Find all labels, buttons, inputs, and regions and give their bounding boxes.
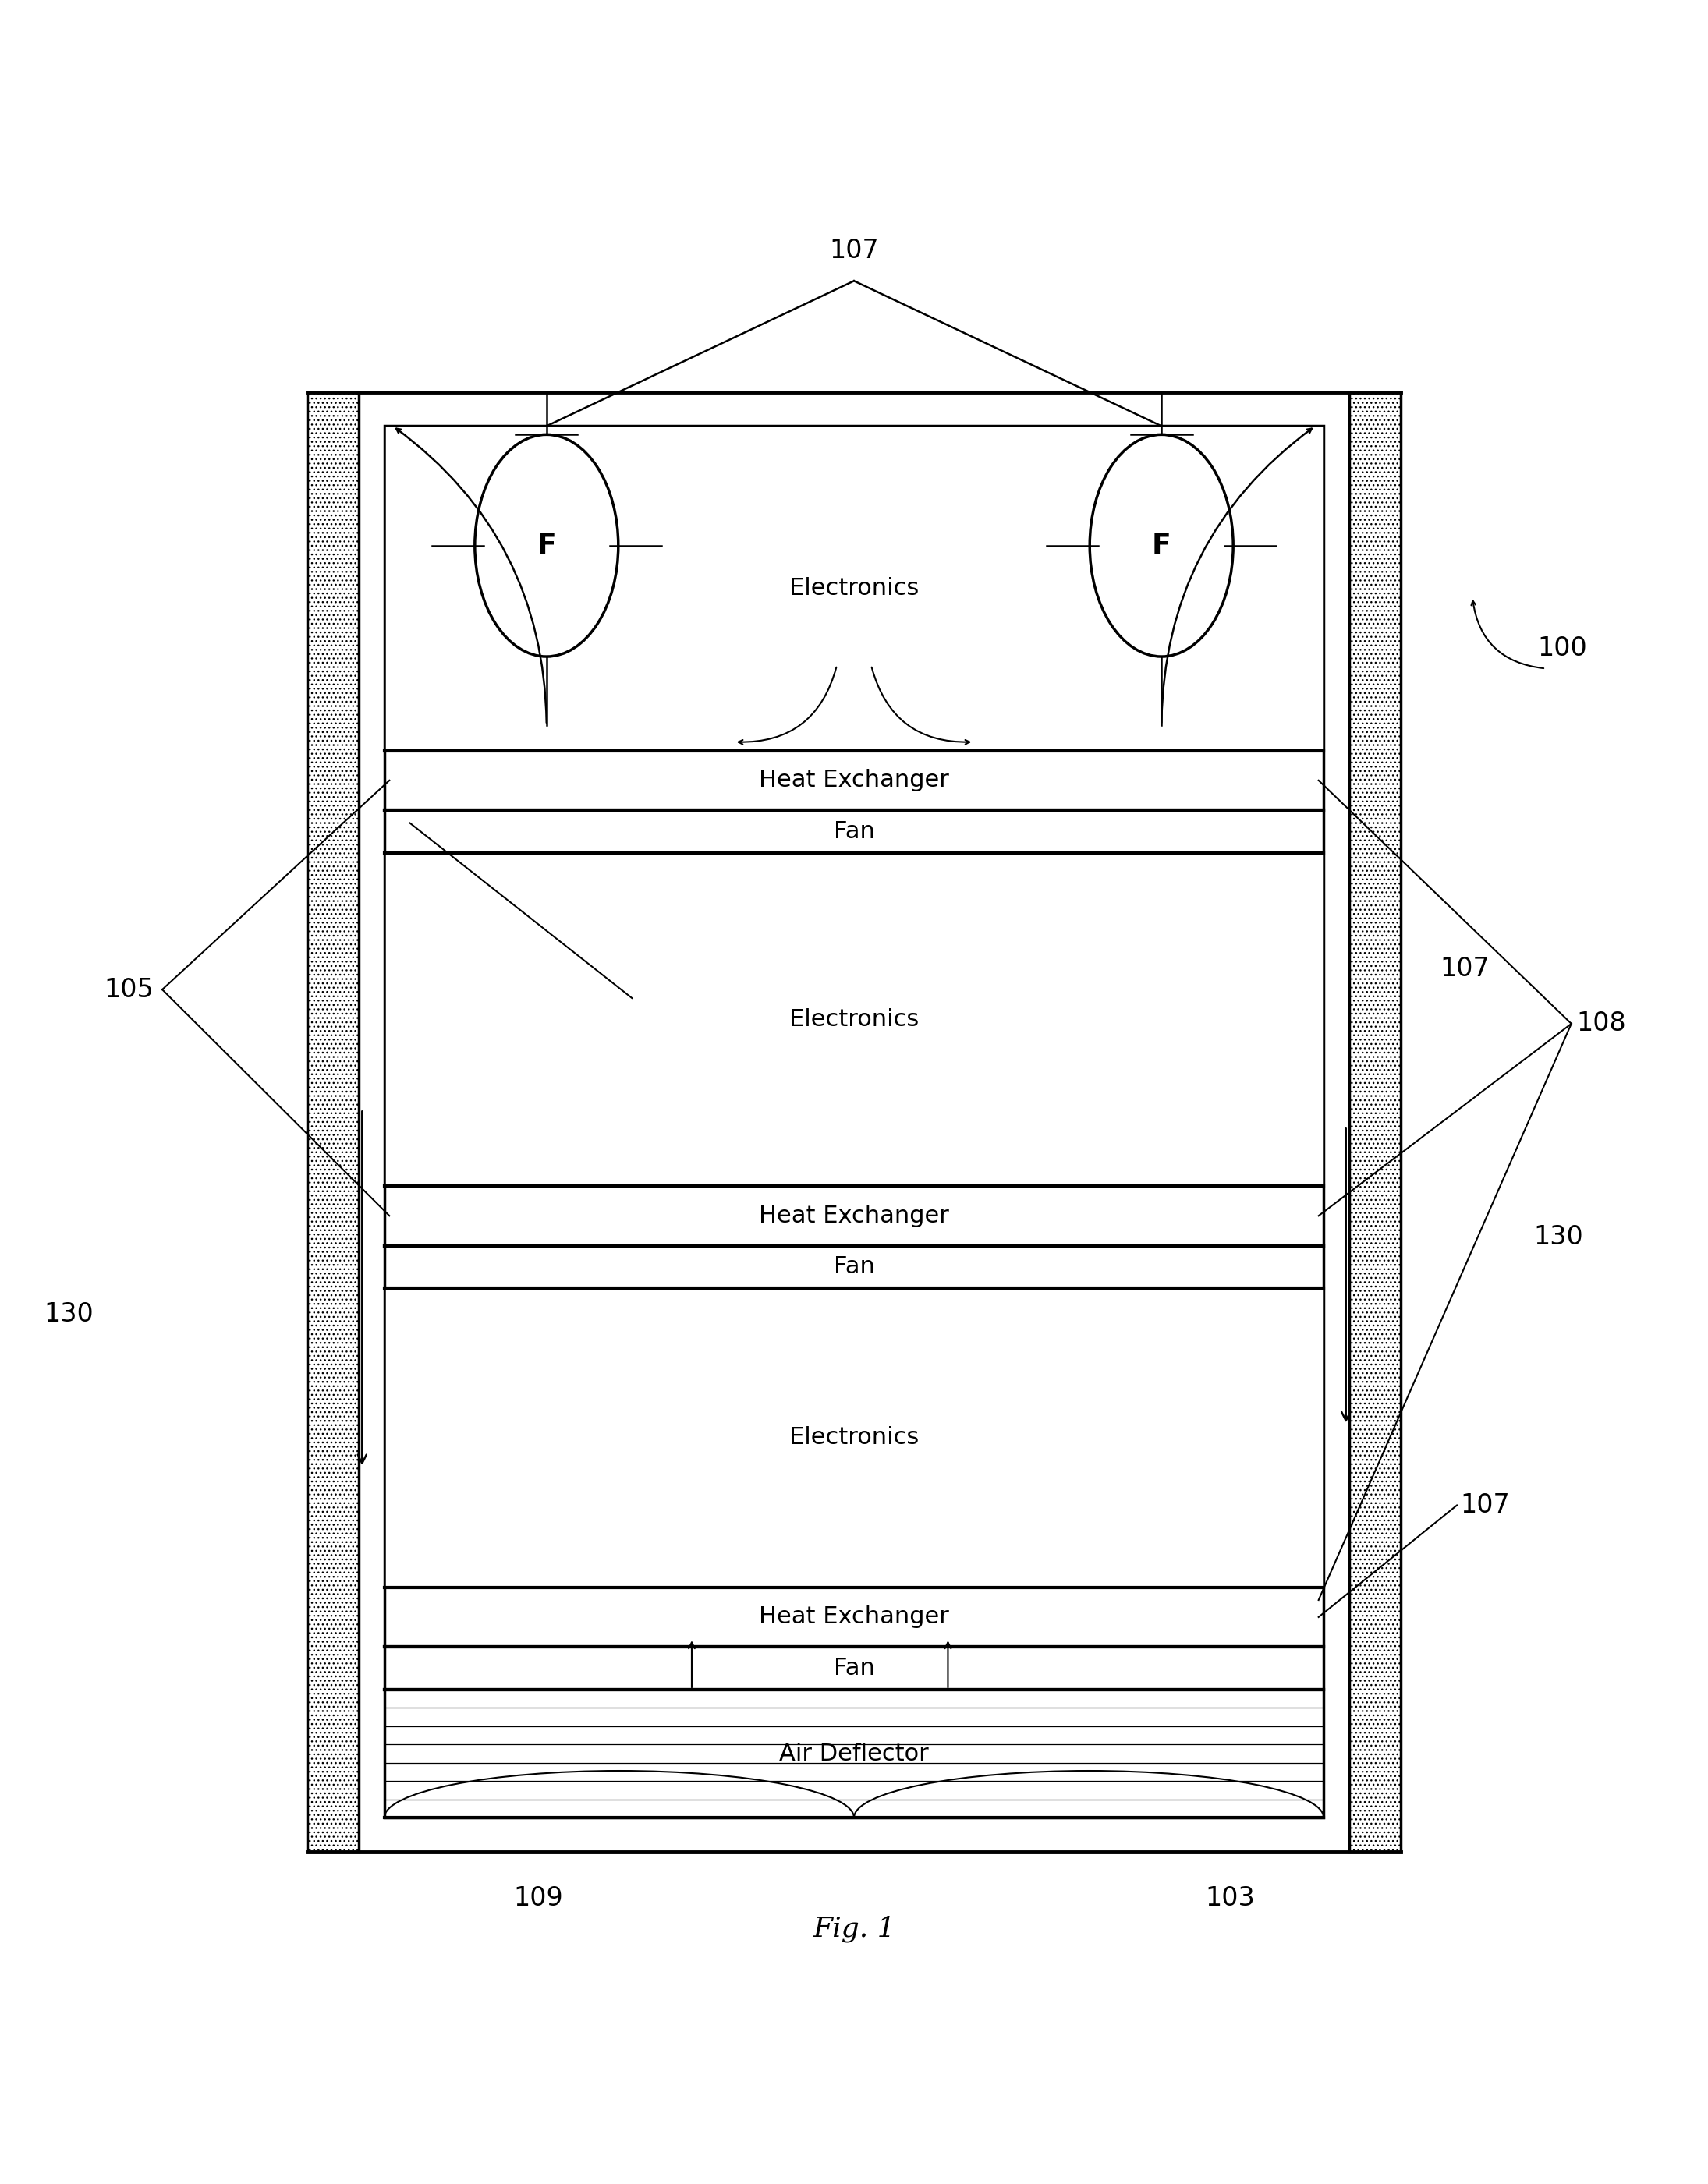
Text: Fan: Fan — [834, 1256, 874, 1278]
Bar — [384, 426, 1324, 751]
Text: Heat Exchanger: Heat Exchanger — [758, 1206, 950, 1227]
Text: Electronics: Electronics — [789, 1426, 919, 1450]
Text: 130: 130 — [1534, 1225, 1583, 1249]
Text: 107: 107 — [828, 238, 880, 264]
Bar — [384, 426, 1324, 1817]
Text: 107: 107 — [1440, 957, 1489, 983]
Text: 108: 108 — [1576, 1011, 1626, 1037]
Text: Fan: Fan — [834, 821, 874, 843]
Text: Electronics: Electronics — [789, 1009, 919, 1031]
Text: F: F — [536, 533, 557, 559]
Ellipse shape — [475, 435, 618, 657]
Text: 103: 103 — [1204, 1885, 1255, 1911]
Bar — [1349, 391, 1401, 1852]
Ellipse shape — [1090, 435, 1233, 657]
Text: 105: 105 — [104, 976, 154, 1002]
Text: 107: 107 — [1460, 1492, 1510, 1518]
Text: Electronics: Electronics — [789, 577, 919, 601]
Text: Heat Exchanger: Heat Exchanger — [758, 1605, 950, 1629]
Text: Heat Exchanger: Heat Exchanger — [758, 769, 950, 791]
Bar — [307, 391, 359, 1852]
Text: 100: 100 — [1537, 636, 1587, 662]
Text: Air Deflector: Air Deflector — [779, 1743, 929, 1765]
Text: F: F — [1151, 533, 1172, 559]
Text: 109: 109 — [512, 1885, 564, 1911]
Bar — [384, 1289, 1324, 1588]
Text: Fig. 1: Fig. 1 — [813, 1915, 895, 1942]
Bar — [384, 854, 1324, 1186]
Text: 130: 130 — [44, 1302, 94, 1328]
Text: Fan: Fan — [834, 1658, 874, 1679]
